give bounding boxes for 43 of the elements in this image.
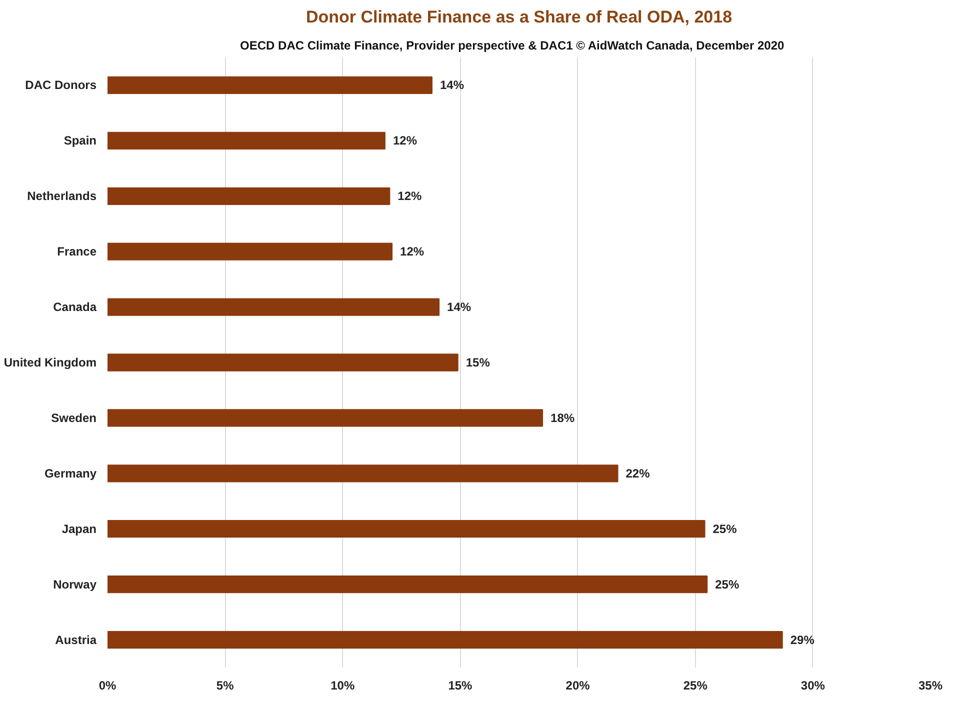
bar (108, 464, 618, 482)
data-label: 29% (790, 632, 815, 647)
bar (108, 298, 440, 316)
y-tick-label: Japan (62, 522, 97, 536)
data-label: 12% (398, 189, 422, 204)
bar (108, 520, 706, 538)
data-label: 25% (712, 522, 738, 536)
bar (108, 576, 708, 594)
bar (108, 187, 390, 205)
x-tick-label: 5% (216, 678, 234, 692)
y-tick-label: Germany (44, 466, 97, 480)
chart-subtitle: OECD DAC Climate Finance, Provider perspective & DAC1 © AidWatch Canada, December 2020 (240, 38, 784, 52)
y-tick-label: Norway (53, 577, 97, 592)
y-tick-label: Canada (53, 300, 97, 314)
x-tick-label: 0% (98, 678, 116, 692)
data-label: 12% (400, 244, 424, 259)
data-label: 12% (392, 134, 418, 148)
y-tick-label: United Kingdom (4, 356, 96, 370)
bar (108, 630, 783, 649)
y-tick-label: Spain (64, 134, 96, 148)
x-tick-label: 20% (566, 678, 590, 692)
chart-title: Donor Climate Finance as a Share of Real ODA, 2018 (306, 8, 732, 26)
x-tick-label: 35% (918, 678, 943, 692)
y-tick-label: France (57, 244, 97, 259)
x-tick-label: 25% (683, 678, 708, 692)
data-label: 15% (466, 356, 490, 370)
data-label: 22% (626, 466, 650, 480)
data-label: 25% (715, 577, 740, 592)
x-tick-label: 10% (330, 678, 355, 692)
bar (108, 242, 393, 260)
bar (108, 132, 386, 150)
data-label: 14% (447, 300, 472, 314)
bar (108, 76, 432, 94)
x-tick-label: 15% (448, 678, 473, 692)
data-label: 18% (550, 410, 575, 425)
y-tick-label: DAC Donors (25, 78, 97, 92)
y-tick-label: Sweden (51, 410, 97, 425)
y-tick-label: Austria (55, 632, 97, 647)
bar (108, 409, 544, 427)
data-label: 14% (440, 78, 464, 92)
x-tick-label: 30% (800, 678, 826, 692)
y-tick-label: Netherlands (27, 189, 97, 204)
bar (108, 354, 458, 372)
